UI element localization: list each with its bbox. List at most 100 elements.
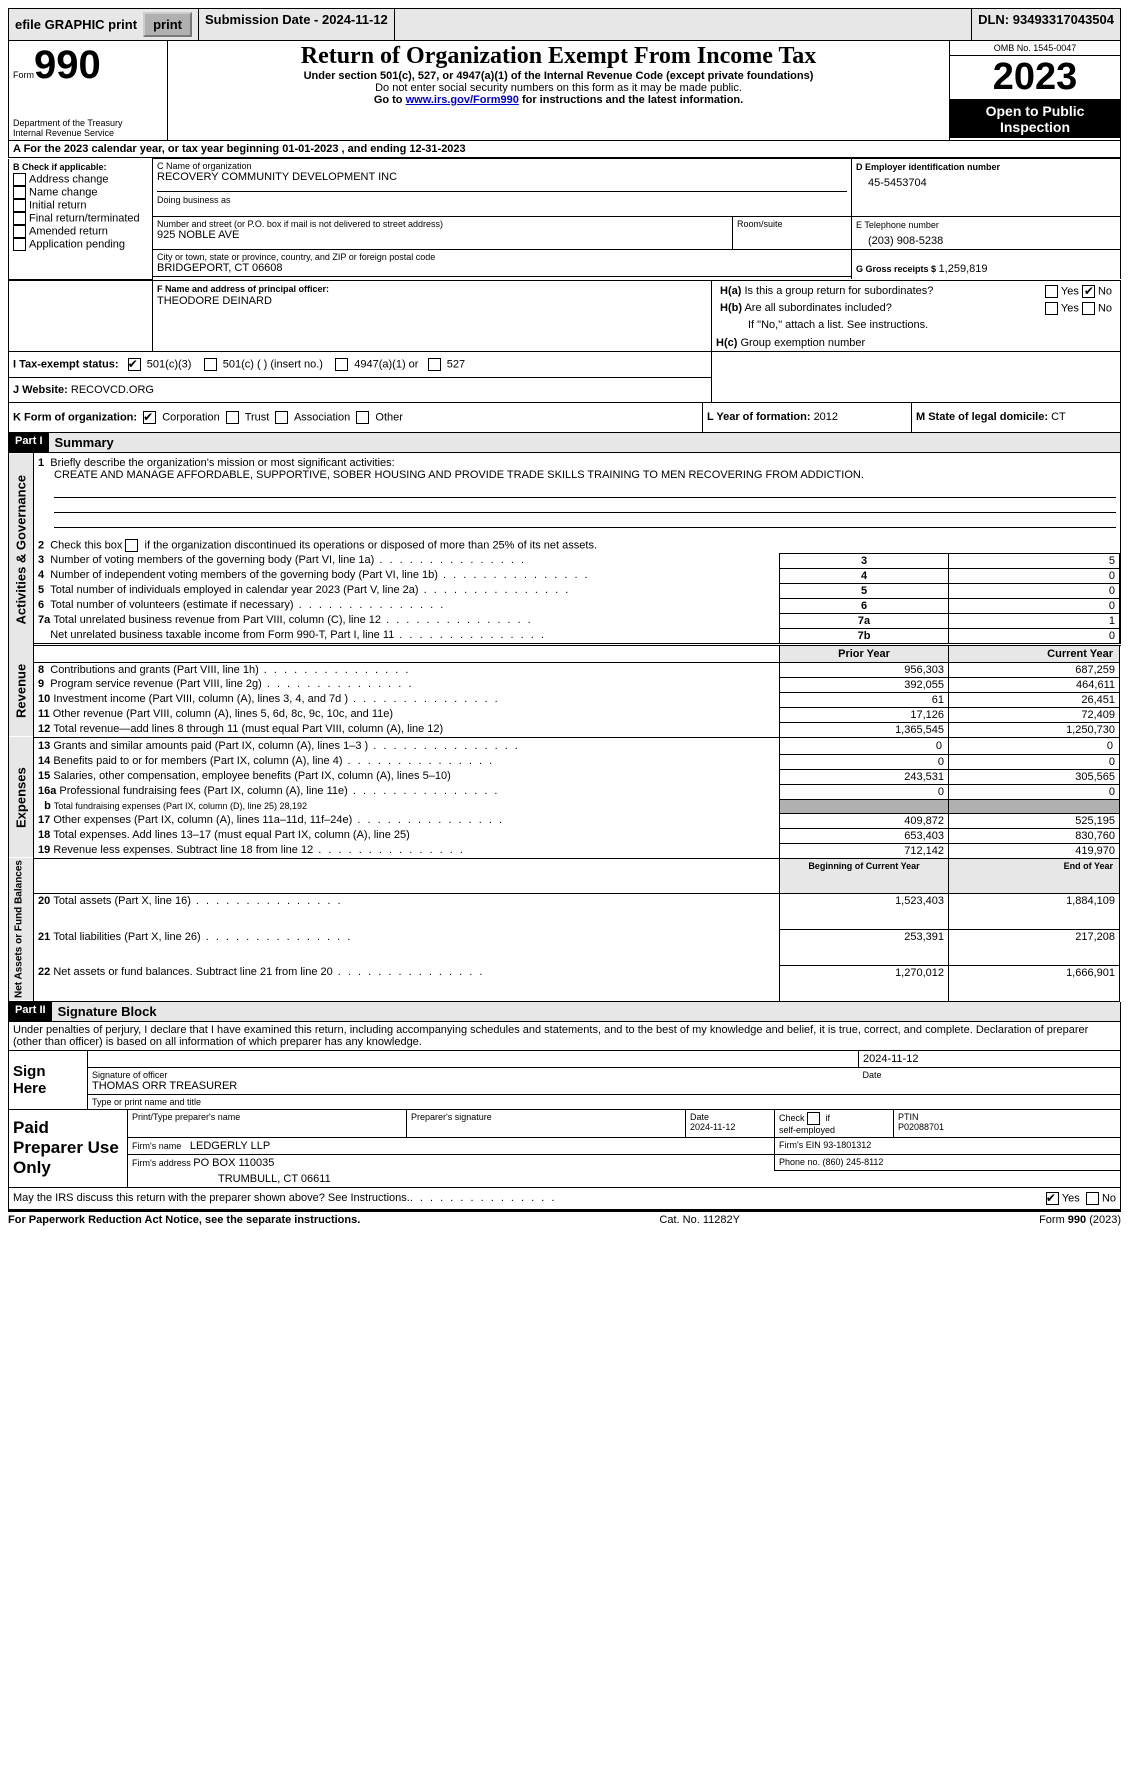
part2-header: Part II Signature Block (8, 1002, 1121, 1022)
l15-text: Salaries, other compensation, employee b… (53, 770, 450, 782)
org-name: RECOVERY COMMUNITY DEVELOPMENT INC (157, 171, 847, 183)
print-button[interactable]: print (143, 12, 192, 37)
side-netassets: Net Assets or Fund Balances (9, 858, 34, 1001)
j-label: J Website: (13, 384, 71, 396)
sign-here-label: Sign Here (9, 1051, 88, 1110)
k-label: K Form of organization: (13, 411, 137, 423)
l5-val: 0 (949, 583, 1120, 598)
form-title: Return of Organization Exempt From Incom… (172, 43, 945, 70)
submission-date: 2024-11-12 (322, 12, 388, 27)
l19-text: Revenue less expenses. Subtract line 18 … (53, 844, 313, 856)
paid-preparer-block: Paid Preparer Use Only Print/Type prepar… (8, 1110, 1121, 1188)
irs-label: Internal Revenue Service (13, 128, 163, 138)
box-b: B Check if applicable: Address change Na… (9, 159, 153, 280)
part1-title: Summary (49, 433, 1120, 452)
form-number: 990 (34, 43, 101, 87)
firm-addr2: TRUMBULL, CT 06611 (128, 1171, 775, 1188)
website-value: RECOVCD.ORG (71, 384, 154, 396)
l9-text: Program service revenue (Part VIII, line… (50, 678, 262, 690)
cb-amended: Amended return (29, 225, 108, 237)
top-bar: efile GRAPHIC print print Submission Dat… (8, 8, 1121, 41)
l8-curr: 687,259 (949, 662, 1120, 677)
firm-name: LEDGERLY LLP (190, 1140, 270, 1152)
form-label: Form (13, 70, 34, 80)
k-corp: Corporation (162, 411, 219, 423)
cb-name-change: Name change (29, 186, 98, 198)
box-d: D Employer identification number 45-5453… (852, 159, 1121, 217)
l14-curr: 0 (949, 754, 1120, 769)
l6-num: 6 (780, 598, 949, 613)
l16b-prior (780, 799, 949, 813)
box-c-city: City or town, state or province, country… (153, 250, 852, 277)
box-c-name: C Name of organization RECOVERY COMMUNIT… (153, 159, 852, 217)
l20-end: 1,884,109 (949, 894, 1120, 930)
paid-preparer-label: Paid Preparer Use Only (9, 1110, 128, 1188)
l3-text: Number of voting members of the governin… (50, 554, 374, 566)
l7a-val: 1 (949, 613, 1120, 628)
l4-num: 4 (780, 568, 949, 583)
g-label: G Gross receipts $ (856, 264, 939, 274)
l7b-val: 0 (949, 628, 1120, 643)
side-expenses: Expenses (9, 737, 34, 858)
box-e: E Telephone number (203) 908-5238 (852, 217, 1121, 250)
l12-curr: 1,250,730 (949, 722, 1120, 737)
end-year-hdr: End of Year (949, 858, 1120, 894)
beg-year-hdr: Beginning of Current Year (780, 858, 949, 894)
header-block: Form990 Department of the Treasury Inter… (8, 41, 1121, 141)
submission-label: Submission Date - (205, 12, 322, 27)
l21-text: Total liabilities (Part X, line 26) (53, 931, 200, 943)
part1-body: Activities & Governance 1 Briefly descri… (8, 453, 1121, 1002)
cb-final-return: Final return/terminated (29, 212, 140, 224)
l8-prior: 956,303 (780, 662, 949, 677)
sign-date: 2024-11-12 (859, 1051, 1121, 1068)
prep-date-hdr: Date (690, 1112, 709, 1122)
l9-prior: 392,055 (780, 677, 949, 692)
side-governance: Activities & Governance (9, 453, 34, 646)
firm-addr1: PO BOX 110035 (193, 1157, 274, 1169)
l14-text: Benefits paid to or for members (Part IX… (53, 755, 342, 767)
l14-prior: 0 (780, 754, 949, 769)
i-label: I Tax-exempt status: (13, 358, 119, 370)
cb-address-change: Address change (29, 173, 109, 185)
l11-prior: 17,126 (780, 707, 949, 722)
irs-link[interactable]: www.irs.gov/Form990 (406, 94, 519, 106)
l17-curr: 525,195 (949, 813, 1120, 828)
cb-pending: Application pending (29, 238, 125, 250)
l4-text: Number of independent voting members of … (50, 569, 438, 581)
box-l: L Year of formation: 2012 (703, 403, 912, 433)
subtitle-1: Under section 501(c), 527, or 4947(a)(1)… (172, 70, 945, 82)
l15-curr: 305,565 (949, 769, 1120, 784)
mission-text: CREATE AND MANAGE AFFORDABLE, SUPPORTIVE… (38, 469, 1116, 481)
k-assoc: Association (294, 411, 350, 423)
l20-text: Total assets (Part X, line 16) (53, 895, 191, 907)
part1-header: Part I Summary (8, 433, 1121, 453)
l19-prior: 712,142 (780, 843, 949, 858)
gross-receipts: 1,259,819 (939, 263, 988, 275)
goto-pre: Go to (374, 94, 406, 106)
l5-num: 5 (780, 583, 949, 598)
firm-phone: (860) 245-8112 (823, 1157, 884, 1167)
d-label: D Employer identification number (856, 162, 1000, 172)
l15-prior: 243,531 (780, 769, 949, 784)
k-other: Other (375, 411, 403, 423)
l8-text: Contributions and grants (Part VIII, lin… (50, 664, 259, 676)
l7b-num: 7b (780, 628, 949, 643)
discuss-line: May the IRS discuss this return with the… (8, 1188, 1121, 1210)
sign-block: Sign Here 2024-11-12 Signature of office… (8, 1051, 1121, 1110)
city-value: BRIDGEPORT, CT 06608 (157, 262, 847, 274)
discuss-yes: Yes (1062, 1192, 1080, 1204)
hb-note: If "No," attach a list. See instructions… (716, 317, 1116, 333)
l22-beg: 1,270,012 (780, 965, 949, 1001)
prep-name-hdr: Print/Type preparer's name (128, 1110, 407, 1138)
dept-treasury: Department of the Treasury (13, 118, 163, 128)
city-label: City or town, state or province, country… (157, 252, 847, 262)
inspection-label: Open to Public Inspection (950, 100, 1120, 138)
l13-curr: 0 (949, 737, 1120, 754)
state-domicile: CT (1051, 411, 1066, 423)
firm-addr-label: Firm's address (132, 1158, 193, 1168)
l12-text: Total revenue—add lines 8 through 11 (mu… (53, 723, 443, 735)
box-j: J Website: RECOVCD.ORG (9, 377, 712, 402)
prep-date: 2024-11-12 (690, 1122, 735, 1132)
l19-curr: 419,970 (949, 843, 1120, 858)
i-501c: 501(c) ( ) (insert no.) (223, 358, 323, 370)
